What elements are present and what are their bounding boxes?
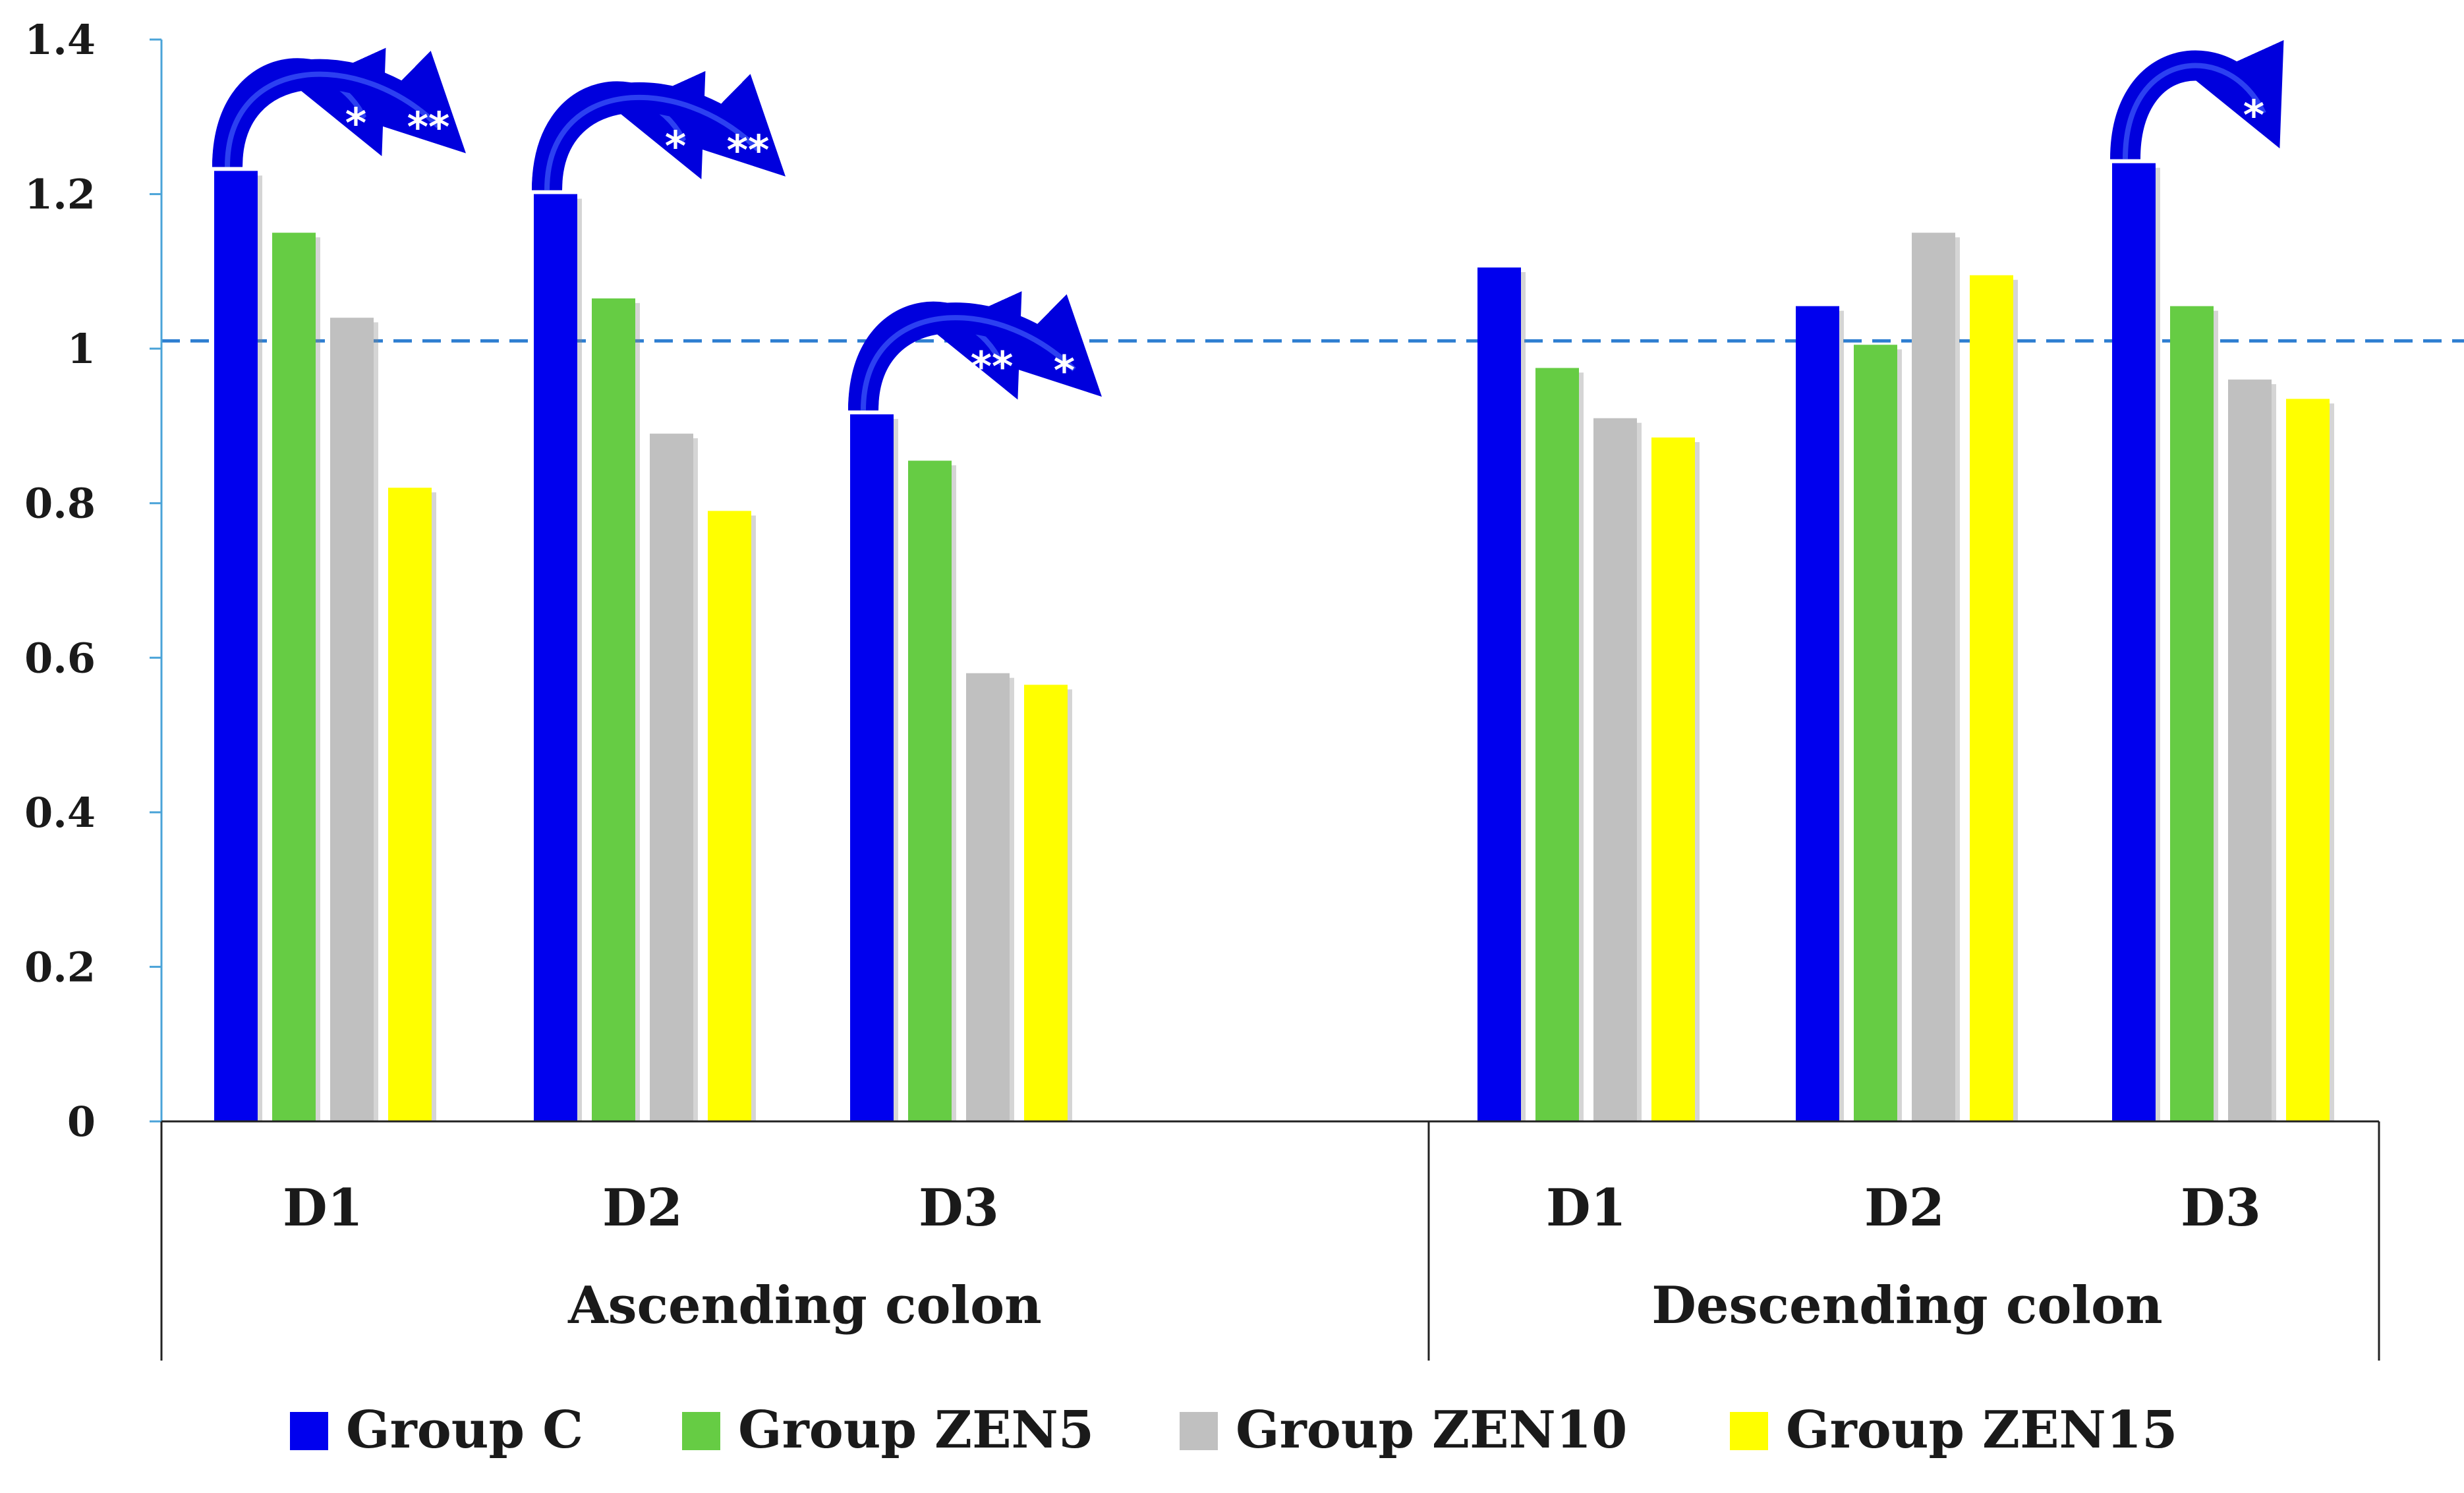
significance-mark: *	[665, 123, 686, 171]
bar	[1912, 233, 1955, 1121]
bar	[388, 488, 432, 1121]
y-tick-label: 0.8	[24, 480, 96, 528]
significance-mark: **	[971, 343, 1014, 391]
bar	[1970, 275, 2013, 1121]
legend-swatch	[290, 1412, 328, 1450]
bars	[214, 163, 2334, 1122]
bar	[1854, 345, 1897, 1121]
bar	[2286, 399, 2330, 1121]
x-category-label: D2	[602, 1178, 683, 1238]
axes: 0 0.2 0.4 0.6 0.8 1 1.2 1.4 D1 D2 D3 D1 D2 D3 Ascendin…	[24, 16, 2380, 1361]
bar	[1024, 685, 1068, 1121]
y-tick-label: 0.4	[24, 789, 96, 837]
y-tick-label: 1.4	[24, 16, 96, 64]
significance-arrow	[848, 294, 1103, 411]
significance-mark: *	[2243, 92, 2264, 140]
significance-arrow-highlight	[225, 71, 440, 167]
legend-swatch	[682, 1412, 720, 1450]
x-category-label: D1	[1546, 1178, 1626, 1238]
bar	[592, 298, 635, 1122]
y-tick-label: 0.6	[24, 634, 96, 682]
legend-swatch	[1730, 1412, 1768, 1450]
x-category-label: D2	[1864, 1178, 1945, 1238]
significance-arrow-highlight	[861, 315, 1076, 410]
legend-label: Group ZEN15	[1786, 1400, 2177, 1460]
bar	[2228, 380, 2272, 1121]
x-group-label: Ascending colon	[567, 1276, 1042, 1336]
bar	[908, 461, 952, 1121]
bar	[272, 233, 316, 1121]
bar	[534, 194, 577, 1122]
legend-label: Group ZEN10	[1236, 1400, 1627, 1460]
bar	[214, 171, 258, 1121]
significance-mark: **	[727, 127, 770, 175]
bar	[1477, 267, 1521, 1121]
x-category-label: D3	[919, 1178, 999, 1238]
legend-swatch	[1180, 1412, 1218, 1450]
bar	[708, 511, 751, 1121]
significance-arrow-highlight	[544, 95, 760, 190]
x-category-label: D1	[283, 1178, 363, 1238]
bar	[1651, 437, 1695, 1121]
significance-annotations: * ** * **** **	[212, 40, 2284, 411]
legend: Group C Group ZEN5 Group ZEN10 Group ZEN15	[290, 1400, 2177, 1460]
y-tick-label: 1.2	[24, 171, 96, 219]
legend-label: Group ZEN5	[738, 1400, 1094, 1460]
bar	[1796, 306, 1839, 1121]
bar	[1535, 368, 1579, 1121]
significance-mark: **	[407, 103, 450, 151]
x-group-label: Descending colon	[1651, 1276, 2162, 1336]
bar	[1593, 418, 1637, 1122]
bar	[2170, 306, 2214, 1121]
bar	[330, 318, 374, 1122]
x-category-label: D3	[2181, 1178, 2261, 1238]
legend-label: Group C	[346, 1400, 583, 1460]
y-tick-label: 0.2	[24, 943, 96, 991]
significance-mark: *	[1054, 347, 1075, 395]
bar	[966, 673, 1010, 1121]
y-tick-label: 1	[67, 325, 96, 373]
significance-arrow-highlight	[2123, 63, 2266, 159]
significance-mark: *	[345, 99, 366, 147]
bar	[2112, 163, 2156, 1122]
bar	[850, 414, 894, 1121]
bar	[650, 434, 693, 1121]
y-tick-label: 0	[67, 1098, 96, 1146]
